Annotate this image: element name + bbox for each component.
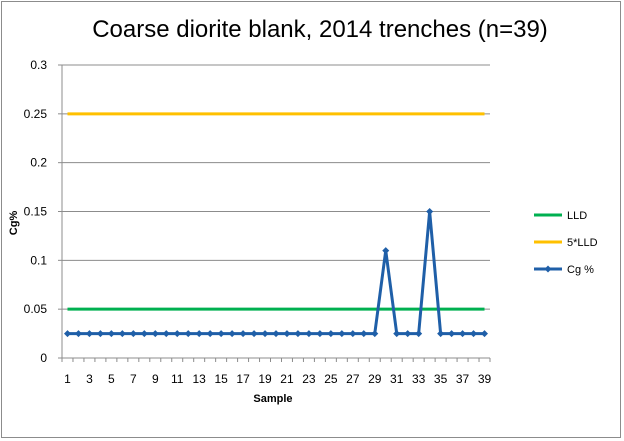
legend-label-cg: Cg % <box>567 264 594 276</box>
x-tick-label: 29 <box>368 372 382 386</box>
data-point <box>283 330 291 338</box>
data-point <box>239 330 247 338</box>
data-point <box>107 330 115 338</box>
y-tick-label: 0.25 <box>24 107 48 121</box>
x-tick-label: 5 <box>108 372 115 386</box>
data-point <box>63 330 71 338</box>
data-point <box>96 330 104 338</box>
data-point <box>481 330 489 338</box>
data-point <box>360 330 368 338</box>
y-axis-label: Cg% <box>8 211 20 236</box>
data-point <box>228 330 236 338</box>
data-point <box>85 330 93 338</box>
data-point <box>470 330 478 338</box>
data-point <box>217 330 225 338</box>
x-tick-label: 21 <box>280 372 294 386</box>
data-point <box>327 330 335 338</box>
data-point <box>448 330 456 338</box>
y-tick-label: 0.3 <box>30 58 47 72</box>
x-axis-label: Sample <box>253 393 292 405</box>
data-point <box>459 330 467 338</box>
data-point <box>338 330 346 338</box>
x-tick-label: 39 <box>478 372 492 386</box>
y-tick-label: 0.05 <box>24 302 48 316</box>
x-tick-label: 25 <box>324 372 338 386</box>
data-point <box>162 330 170 338</box>
legend-label-5-lld: 5*LLD <box>567 237 598 249</box>
data-point <box>206 330 214 338</box>
x-tick-label: 33 <box>412 372 426 386</box>
legend-marker <box>544 265 552 273</box>
x-tick-label: 23 <box>302 372 316 386</box>
y-tick-labels: 0 0.05 0.1 0.15 0.2 0.25 0.3 <box>24 58 48 365</box>
data-markers <box>63 208 489 338</box>
data-point <box>415 330 423 338</box>
data-point <box>74 330 82 338</box>
x-tick-label: 35 <box>434 372 448 386</box>
x-tick-label: 15 <box>214 372 228 386</box>
x-tick-label: 17 <box>236 372 250 386</box>
x-tick-label: 7 <box>130 372 137 386</box>
legend-label-lld: LLD <box>567 210 587 222</box>
data-point <box>118 330 126 338</box>
x-tick-label: 11 <box>171 372 184 386</box>
data-point <box>151 330 159 338</box>
data-point <box>305 330 313 338</box>
data-point <box>184 330 192 338</box>
axes <box>61 65 491 362</box>
data-point <box>261 330 269 338</box>
series-line-cg <box>67 210 485 336</box>
y-tick-label: 0 <box>40 351 47 365</box>
data-point <box>404 330 412 338</box>
y-tick-label: 0.2 <box>30 156 47 170</box>
data-point <box>382 247 390 255</box>
data-point <box>129 330 137 338</box>
x-tick-label: 31 <box>390 372 404 386</box>
data-point <box>140 330 148 338</box>
data-point <box>250 330 258 338</box>
x-tick-label: 37 <box>456 372 470 386</box>
legend: LLD 5*LLD Cg % <box>534 210 598 276</box>
data-point <box>316 330 324 338</box>
series <box>67 112 485 336</box>
data-point <box>195 330 203 338</box>
x-tick-label: 9 <box>152 372 159 386</box>
data-point <box>393 330 401 338</box>
x-tick-label: 13 <box>192 372 206 386</box>
x-tick-label: 19 <box>258 372 272 386</box>
data-point <box>349 330 357 338</box>
x-tick-labels: 1 3 5 7 9 11 13 15 17 19 21 23 25 27 29 31 33 35 37 39 <box>64 372 491 386</box>
data-point <box>437 330 445 338</box>
data-point <box>173 330 181 338</box>
chart-title: Coarse diorite blank, 2014 trenches (n=3… <box>92 16 548 43</box>
data-point <box>371 330 379 338</box>
gridlines <box>58 64 490 359</box>
data-point <box>272 330 280 338</box>
data-point <box>426 208 434 215</box>
data-point <box>294 330 302 338</box>
y-tick-label: 0.15 <box>24 205 48 219</box>
x-tick-label: 3 <box>86 372 93 386</box>
x-tick-label: 1 <box>64 372 71 386</box>
x-tick-label: 27 <box>346 372 360 386</box>
y-tick-label: 0.1 <box>30 253 47 267</box>
